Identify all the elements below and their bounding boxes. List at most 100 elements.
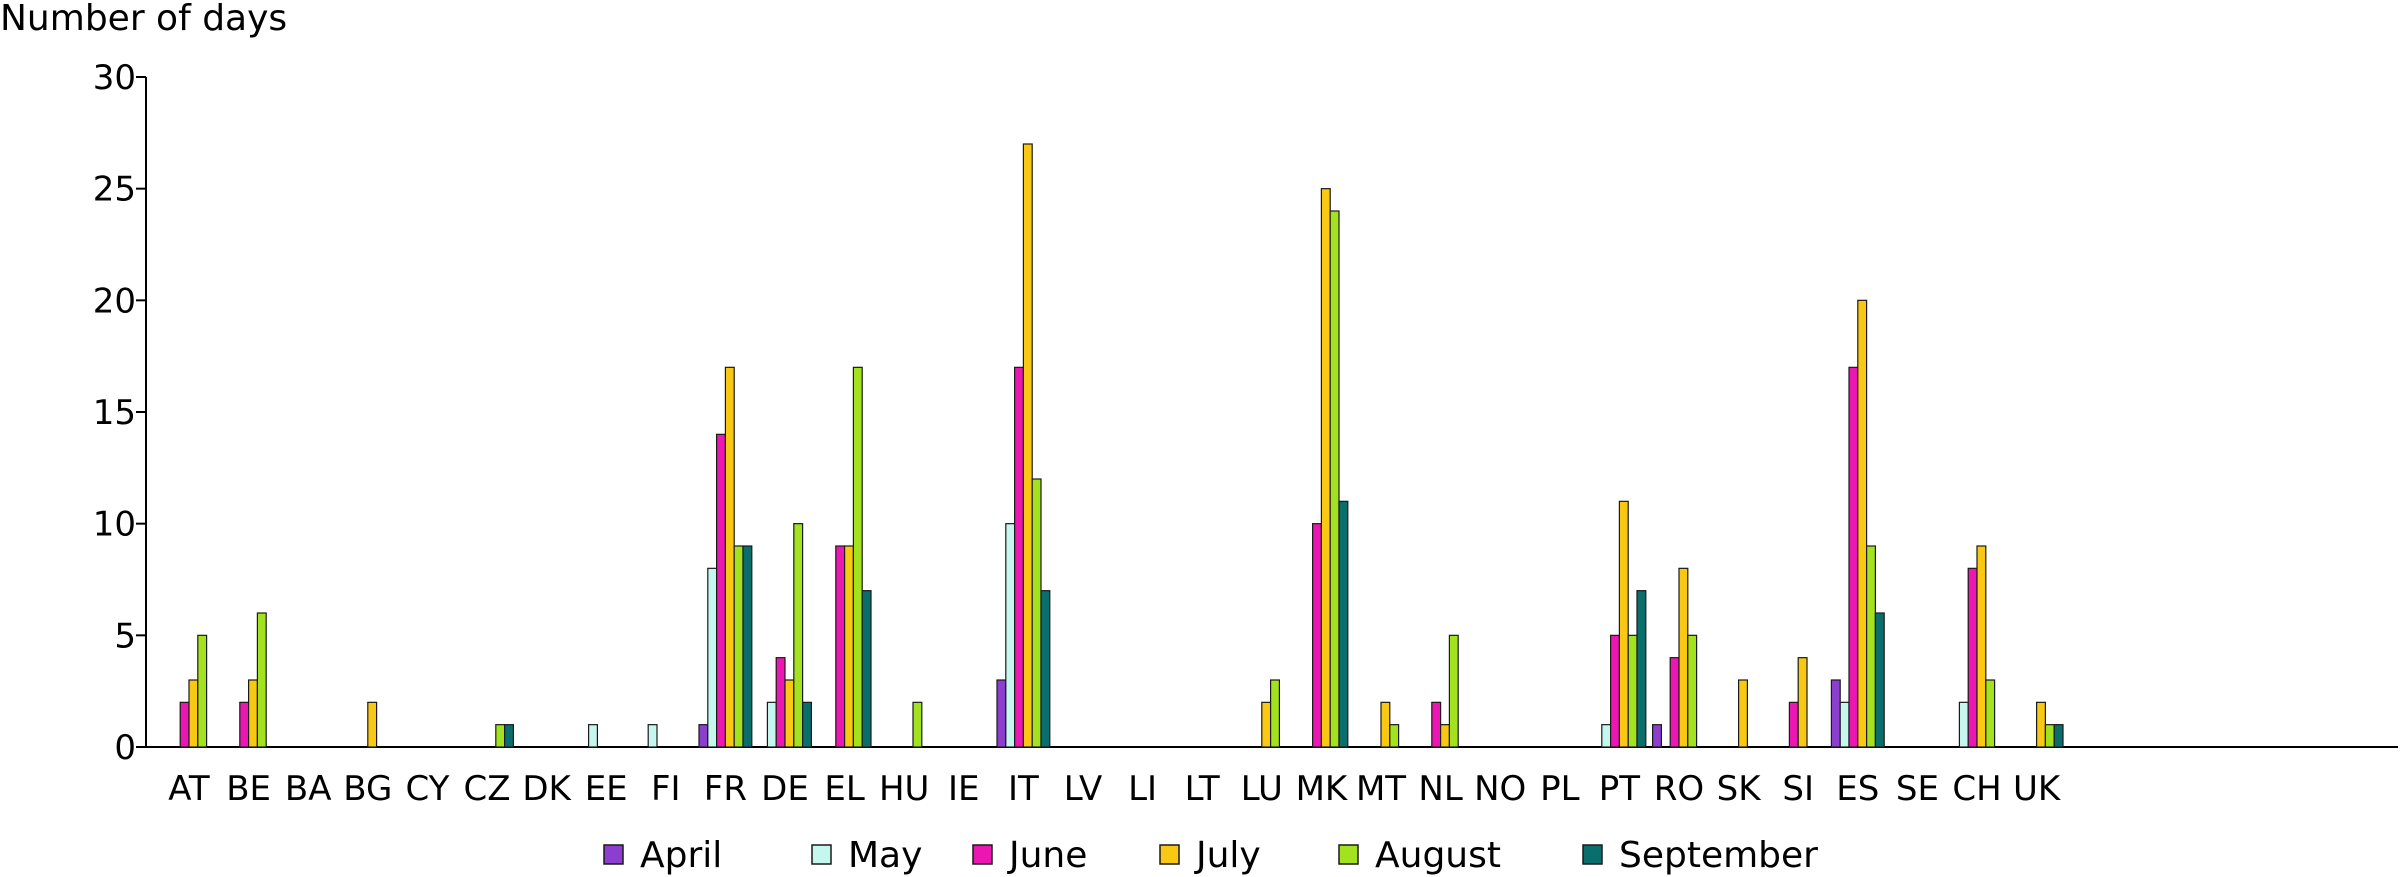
- x-tick-label: MT: [1356, 769, 1406, 809]
- bar-fr-may: [707, 567, 718, 748]
- bar-ro-august: [1687, 634, 1698, 748]
- y-tick-label: 0: [114, 728, 136, 768]
- bar-uk-july: [2035, 701, 2046, 748]
- bar-lu-august: [1269, 679, 1280, 748]
- bar-bg-july: [367, 701, 378, 748]
- legend-swatch: [811, 844, 832, 865]
- bar-mk-august: [1329, 210, 1340, 748]
- x-tick-label: RO: [1654, 769, 1704, 809]
- legend-item-july: July: [1159, 835, 1261, 876]
- bar-cz-august: [495, 724, 506, 748]
- x-tick-label: LT: [1185, 769, 1220, 809]
- legend-label: June: [1007, 835, 1087, 876]
- legend-label: July: [1194, 835, 1261, 876]
- bar-uk-august: [2044, 724, 2055, 748]
- bar-es-july: [1857, 299, 1868, 748]
- bar-es-may: [1839, 701, 1850, 748]
- x-tick-label: SE: [1896, 769, 1939, 809]
- bar-it-august: [1031, 478, 1042, 748]
- bar-nl-june: [1431, 701, 1442, 748]
- bar-ro-april: [1651, 724, 1662, 748]
- x-tick-label: PL: [1540, 769, 1580, 809]
- x-tick-label: EL: [824, 769, 864, 809]
- x-tick-label: ES: [1836, 769, 1879, 809]
- x-tick-label: LI: [1128, 769, 1157, 809]
- x-tick-label: BA: [285, 769, 332, 809]
- x-tick-label: FI: [651, 769, 681, 809]
- x-tick-label: NL: [1418, 769, 1462, 809]
- x-tick-label: CY: [405, 769, 449, 809]
- y-tick-label: 25: [93, 170, 136, 210]
- bar-it-july: [1022, 143, 1033, 748]
- x-tick-label: LV: [1064, 769, 1102, 809]
- bar-de-september: [801, 701, 812, 748]
- x-tick-label: AT: [168, 769, 210, 809]
- bar-mt-july: [1380, 701, 1391, 748]
- x-axis: AT BE BA BG CY CZ DK EE FI FR DE EL HU IE IT LV LI LT LU MK…: [146, 746, 2398, 809]
- bar-nl-july: [1439, 724, 1450, 748]
- x-tick-label: SK: [1717, 769, 1763, 809]
- bar-el-august: [852, 366, 863, 748]
- bar-pt-july: [1618, 500, 1629, 748]
- y-tick-label: 20: [93, 281, 136, 321]
- y-tick-label: 30: [93, 58, 136, 98]
- x-tick-label: FR: [704, 769, 747, 809]
- y-tick-label: 10: [93, 505, 136, 545]
- bar-it-april: [996, 679, 1007, 748]
- legend-swatch: [972, 844, 993, 865]
- legend-item-august: August: [1338, 835, 1501, 876]
- bar-hu-august: [912, 701, 923, 748]
- x-tick-label: BG: [343, 769, 392, 809]
- x-tick-label: BE: [226, 769, 271, 809]
- bar-mk-september: [1338, 500, 1349, 748]
- bar-uk-september: [2053, 724, 2064, 748]
- bar-at-june: [179, 701, 190, 748]
- bar-at-july: [188, 679, 199, 748]
- bar-de-may: [766, 701, 777, 748]
- legend-label: April: [640, 835, 722, 876]
- bar-de-august: [793, 523, 804, 748]
- legend: April May June July August September: [603, 835, 1818, 876]
- bar-be-june: [239, 701, 250, 748]
- x-tick-label: NO: [1474, 769, 1526, 809]
- x-tick-label: SI: [1782, 769, 1814, 809]
- x-tick-label: IT: [1008, 769, 1039, 809]
- legend-swatch: [603, 844, 624, 865]
- bar-pt-september: [1636, 590, 1647, 748]
- bar-ch-august: [1985, 679, 1996, 748]
- bar-de-june: [775, 657, 786, 748]
- bar-pt-june: [1609, 634, 1620, 748]
- bar-fr-july: [724, 366, 735, 748]
- legend-label: May: [848, 835, 922, 876]
- bar-es-september: [1874, 612, 1885, 748]
- x-tick-label: LU: [1241, 769, 1283, 809]
- bar-es-june: [1848, 366, 1859, 748]
- bar-fr-august: [733, 545, 744, 748]
- x-tick-label: PT: [1599, 769, 1641, 809]
- bar-es-april: [1830, 679, 1841, 748]
- legend-swatch: [1582, 844, 1603, 865]
- bar-ro-july: [1678, 567, 1689, 748]
- x-tick-label: MK: [1296, 769, 1349, 809]
- bar-mk-july: [1320, 188, 1331, 748]
- x-tick-label: EE: [585, 769, 628, 809]
- bar-mk-june: [1311, 523, 1322, 748]
- bar-de-july: [784, 679, 795, 748]
- bar-pt-august: [1627, 634, 1638, 748]
- bar-ch-may: [1958, 701, 1969, 748]
- bar-it-june: [1013, 366, 1024, 748]
- bar-fr-june: [715, 433, 726, 748]
- bar-be-july: [248, 679, 259, 748]
- bar-el-september: [861, 590, 872, 748]
- bar-it-september: [1040, 590, 1051, 748]
- legend-label: August: [1375, 835, 1501, 876]
- legend-item-may: May: [811, 835, 922, 876]
- y-tick-label: 5: [114, 616, 136, 656]
- legend-item-april: April: [603, 835, 722, 876]
- bar-ch-june: [1967, 567, 1978, 748]
- x-tick-label: DK: [522, 769, 572, 809]
- bar-cz-september: [504, 724, 515, 748]
- x-tick-label: CH: [1952, 769, 2001, 809]
- y-axis-title: Number of days: [0, 0, 287, 39]
- legend-label: September: [1619, 835, 1818, 876]
